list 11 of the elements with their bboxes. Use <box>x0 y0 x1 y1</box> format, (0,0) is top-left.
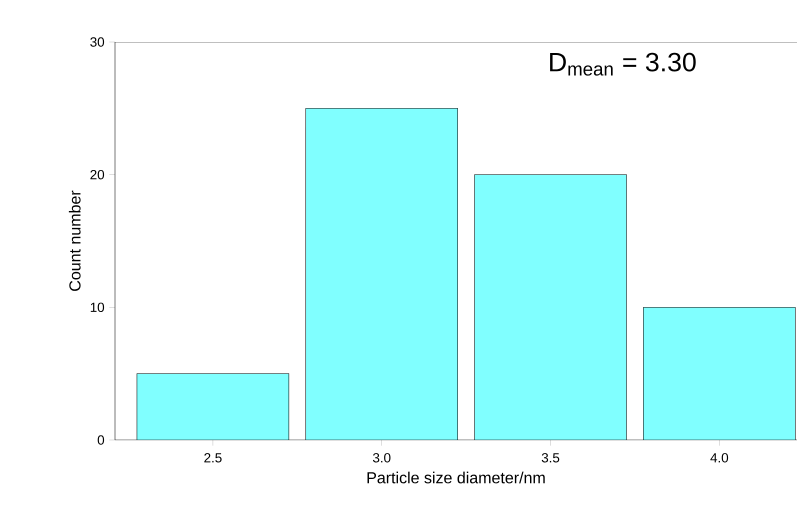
x-axis-title: Particle size diameter/nm <box>368 472 545 484</box>
x-tick-label: 3.5 <box>542 453 560 462</box>
y-tick-label: 20 <box>90 170 104 180</box>
x-tick-label: 4.0 <box>710 453 728 462</box>
x-tick-label: 3.0 <box>372 453 390 462</box>
y-axis-title: Count number <box>68 190 81 291</box>
annotation: D$_{mean}$ = 3.30 <box>550 52 696 76</box>
y-tick-label: 10 <box>90 302 104 312</box>
y-tick-label: 0 <box>98 435 104 445</box>
y-tick-label: 30 <box>90 37 104 47</box>
x-tick-label: 2.5 <box>204 453 222 462</box>
